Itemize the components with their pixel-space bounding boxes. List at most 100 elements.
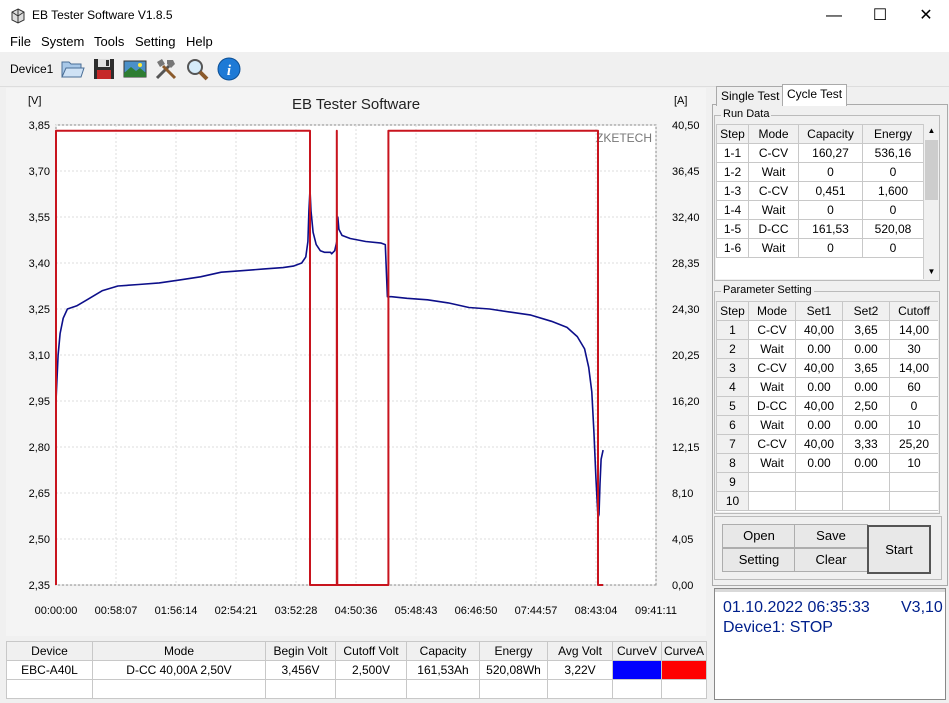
parameter-cell[interactable] (748, 472, 796, 492)
toolbar: Device1 i (0, 52, 949, 87)
parameter-row[interactable]: 7 C-CV 40,00 3,33 25,20 (716, 434, 938, 454)
scroll-up-icon[interactable]: ▲ (927, 126, 936, 135)
parameter-cell[interactable] (889, 472, 938, 492)
parameter-cell[interactable] (748, 491, 796, 511)
parameter-cell[interactable]: D-CC (748, 396, 796, 416)
parameter-row[interactable]: 2 Wait 0.00 0.00 30 (716, 339, 938, 359)
parameter-cell[interactable] (795, 491, 843, 511)
parameter-cell[interactable]: 3,65 (842, 320, 890, 340)
run-data-row[interactable]: 1-4 Wait 0 0 (716, 200, 924, 220)
run-data-scrollbar[interactable]: ▲ ▼ (923, 124, 939, 279)
run-data-row[interactable]: 1-6 Wait 0 0 (716, 238, 924, 258)
x-tick-label: 00:58:07 (95, 605, 138, 617)
clear-button[interactable]: Clear (794, 548, 868, 572)
parameter-cell[interactable]: 0.00 (795, 415, 843, 435)
parameter-cell[interactable]: 0.00 (795, 339, 843, 359)
start-button[interactable]: Start (867, 525, 931, 574)
curve-a-swatch[interactable] (661, 660, 707, 680)
run-data-row[interactable]: 1-1 C-CV 160,27 536,16 (716, 143, 924, 163)
parameter-cell[interactable]: 14,00 (889, 358, 938, 378)
menu-setting[interactable]: Setting (135, 34, 176, 49)
parameter-row[interactable]: 3 C-CV 40,00 3,65 14,00 (716, 358, 938, 378)
y-tick-label-left: 3,25 (29, 304, 50, 316)
parameter-row[interactable]: 6 Wait 0.00 0.00 10 (716, 415, 938, 435)
minimize-button[interactable]: — (826, 7, 842, 24)
parameter-cell[interactable]: 25,20 (889, 434, 938, 454)
run-data-row[interactable]: 1-2 Wait 0 0 (716, 162, 924, 182)
parameter-cell[interactable]: 40,00 (795, 396, 843, 416)
scroll-thumb[interactable] (925, 140, 938, 200)
parameter-cell[interactable]: 2,50 (842, 396, 890, 416)
parameter-column-header: Step (716, 301, 749, 321)
parameter-row[interactable]: 8 Wait 0.00 0.00 10 (716, 453, 938, 473)
menu-help[interactable]: Help (186, 34, 213, 49)
parameter-cell[interactable]: 0.00 (795, 453, 843, 473)
search-icon[interactable] (184, 56, 210, 82)
parameter-cell[interactable]: 0.00 (842, 453, 890, 473)
curve-v-swatch[interactable] (612, 660, 662, 680)
save-button[interactable]: Save (794, 524, 868, 548)
parameter-cell[interactable] (842, 491, 890, 511)
parameter-cell[interactable]: 14,00 (889, 320, 938, 340)
button-group (714, 516, 942, 580)
y-tick-label-left: 3,10 (29, 350, 50, 362)
parameter-row[interactable]: 10 (716, 491, 938, 511)
close-button[interactable]: ✕ (919, 7, 933, 24)
parameter-cell[interactable]: Wait (748, 415, 796, 435)
tab-cycle-test[interactable]: Cycle Test (782, 84, 848, 106)
maximize-button[interactable]: ☐ (872, 7, 888, 24)
parameter-cell[interactable]: 3,33 (842, 434, 890, 454)
menu-system[interactable]: System (41, 34, 85, 49)
run-data-group: Run Data Step Mode Capacity Energy 1-1 C-CV 1… (714, 108, 940, 281)
parameter-cell[interactable]: 0.00 (842, 415, 890, 435)
scroll-down-icon[interactable]: ▼ (927, 267, 936, 276)
run-data-row[interactable]: 1-3 C-CV 0,451 1,600 (716, 181, 924, 201)
menu-file[interactable]: File (10, 34, 31, 49)
parameter-row[interactable]: 9 (716, 472, 938, 492)
parameter-cell[interactable]: 60 (889, 377, 938, 397)
summary-row[interactable]: EBC-A40L D-CC 40,00A 2,50V 3,456V 2,500V 161… (6, 660, 707, 680)
parameter-cell[interactable]: C-CV (748, 320, 796, 340)
parameter-cell[interactable]: C-CV (748, 358, 796, 378)
parameter-cell[interactable]: 30 (889, 339, 938, 359)
parameter-cell[interactable]: 0 (889, 396, 938, 416)
tab-single-test[interactable]: Single Test (716, 86, 785, 106)
parameter-cell[interactable]: 40,00 (795, 320, 843, 340)
menu-tools[interactable]: Tools (94, 34, 125, 49)
summary-header: Device Mode Begin Volt Cutoff Volt Capacity E… (6, 641, 707, 661)
parameter-row[interactable]: 1 C-CV 40,00 3,65 14,00 (716, 320, 938, 340)
parameter-cell[interactable]: 40,00 (795, 434, 843, 454)
info-icon[interactable]: i (216, 56, 242, 82)
parameter-cell[interactable]: Wait (748, 339, 796, 359)
device-selector[interactable]: Device1 (10, 62, 54, 76)
open-folder-icon[interactable] (59, 56, 85, 82)
run-data-cell: 1-3 (716, 181, 749, 201)
tools-icon[interactable] (153, 56, 179, 82)
parameter-cell[interactable] (842, 472, 890, 492)
run-data-cell: 0 (798, 200, 863, 220)
run-data-row[interactable]: 1-5 D-CC 161,53 520,08 (716, 219, 924, 239)
parameter-cell[interactable]: 0.00 (842, 377, 890, 397)
image-icon[interactable] (122, 56, 148, 82)
parameter-cell[interactable]: 3,65 (842, 358, 890, 378)
status-device-state: Device1: STOP (723, 619, 833, 636)
parameter-cell[interactable]: Wait (748, 377, 796, 397)
parameter-column-header: Set2 (842, 301, 890, 321)
parameter-cell[interactable] (889, 491, 938, 511)
parameter-cell[interactable]: 40,00 (795, 358, 843, 378)
parameter-table[interactable]: Step Mode Set1 Set2 Cutoff 1 C-CV 40,00 3,65 14,… (716, 301, 938, 511)
parameter-cell[interactable]: Wait (748, 453, 796, 473)
parameter-cell[interactable] (795, 472, 843, 492)
open-button[interactable]: Open (722, 524, 796, 548)
parameter-row[interactable]: 4 Wait 0.00 0.00 60 (716, 377, 938, 397)
setting-button[interactable]: Setting (722, 548, 796, 572)
parameter-cell[interactable]: 10 (889, 453, 938, 473)
parameter-cell[interactable]: 0.00 (842, 339, 890, 359)
parameter-cell[interactable]: C-CV (748, 434, 796, 454)
parameter-row[interactable]: 5 D-CC 40,00 2,50 0 (716, 396, 938, 416)
y-tick-label-right: 32,40 (672, 212, 700, 224)
parameter-cell[interactable]: 10 (889, 415, 938, 435)
left-axis-unit: [V] (28, 95, 41, 107)
parameter-cell[interactable]: 0.00 (795, 377, 843, 397)
save-disk-icon[interactable] (91, 56, 117, 82)
